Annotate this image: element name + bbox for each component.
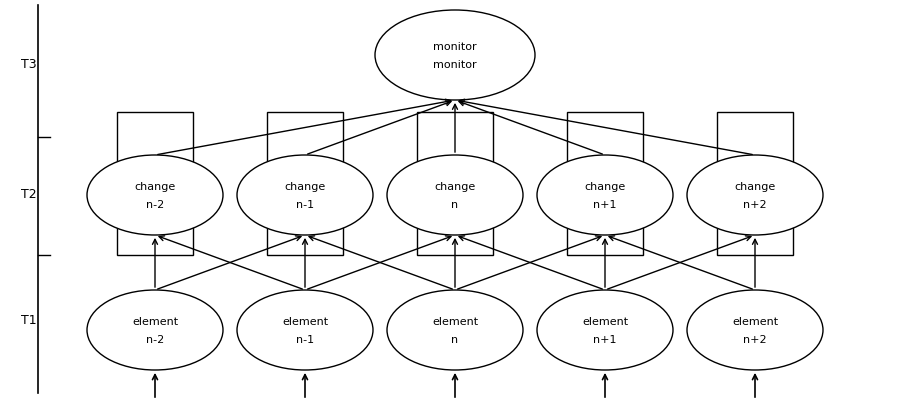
Text: n+1: n+1: [593, 200, 616, 210]
Ellipse shape: [387, 155, 523, 235]
Bar: [267, 112, 343, 255]
Text: element: element: [282, 317, 328, 327]
Ellipse shape: [87, 155, 223, 235]
Text: change: change: [584, 182, 626, 192]
Text: T3: T3: [21, 59, 37, 72]
Ellipse shape: [375, 10, 535, 100]
Bar: [717, 112, 793, 255]
Text: element: element: [132, 317, 178, 327]
Text: n: n: [452, 200, 459, 210]
Text: monitor: monitor: [433, 42, 477, 52]
Text: n+1: n+1: [593, 335, 616, 345]
Ellipse shape: [387, 290, 523, 370]
Text: T2: T2: [21, 189, 37, 201]
Ellipse shape: [87, 290, 223, 370]
Ellipse shape: [537, 155, 673, 235]
Bar: [117, 112, 193, 255]
Text: n-2: n-2: [146, 200, 164, 210]
Ellipse shape: [237, 290, 373, 370]
Text: element: element: [732, 317, 778, 327]
Text: change: change: [284, 182, 326, 192]
Text: element: element: [582, 317, 628, 327]
Bar: [417, 112, 493, 255]
Text: change: change: [734, 182, 776, 192]
Text: change: change: [134, 182, 176, 192]
Text: n-1: n-1: [296, 200, 314, 210]
Text: n-2: n-2: [146, 335, 164, 345]
Text: monitor: monitor: [433, 60, 477, 70]
Text: T1: T1: [21, 314, 37, 326]
Ellipse shape: [537, 290, 673, 370]
Text: n+2: n+2: [743, 335, 767, 345]
Text: n+2: n+2: [743, 200, 767, 210]
Text: element: element: [432, 317, 478, 327]
Ellipse shape: [237, 155, 373, 235]
Text: n: n: [452, 335, 459, 345]
Text: change: change: [435, 182, 475, 192]
Ellipse shape: [687, 155, 823, 235]
Ellipse shape: [687, 290, 823, 370]
Bar: [567, 112, 643, 255]
Text: n-1: n-1: [296, 335, 314, 345]
